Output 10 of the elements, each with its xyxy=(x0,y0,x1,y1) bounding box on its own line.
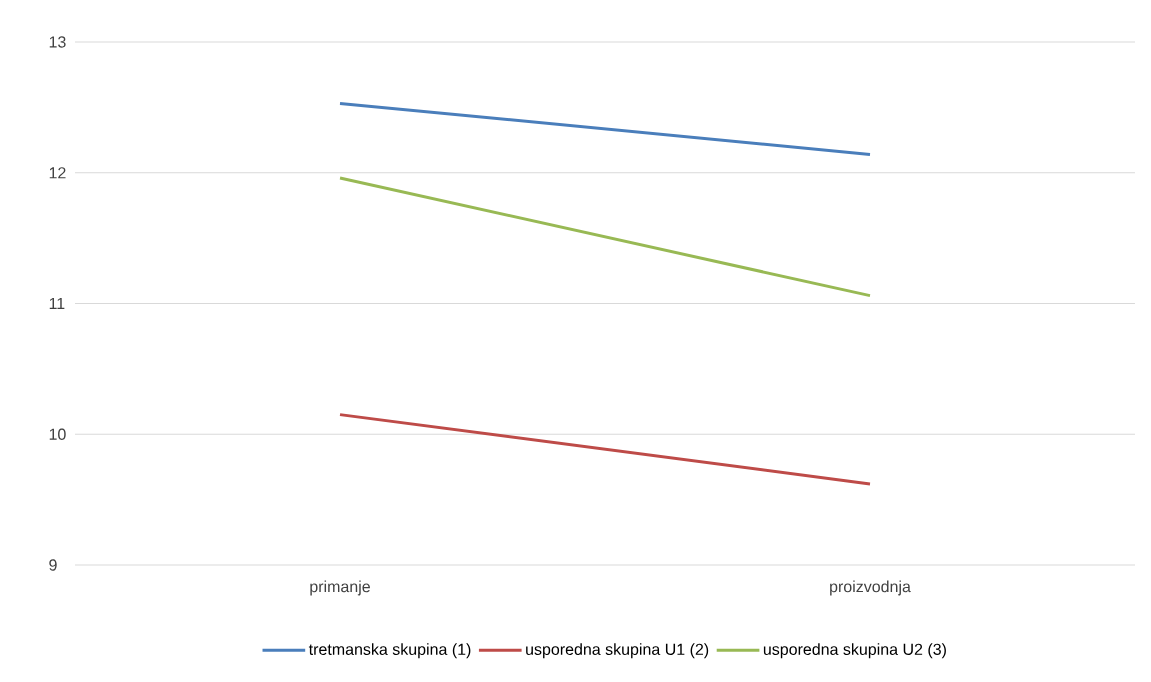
y-tick-label: 11 xyxy=(49,297,65,309)
legend-label: usporedna skupina U1 (2) xyxy=(526,643,709,659)
x-tick-label: proizvodnja xyxy=(830,580,911,596)
legend-label: tretmanska skupina (1) xyxy=(308,643,471,659)
y-tick-label: 10 xyxy=(49,428,66,440)
y-tick-label: 12 xyxy=(49,167,66,179)
y-tick-label: 9 xyxy=(49,559,57,571)
x-tick-label: primanje xyxy=(310,580,370,596)
legend-label: usporedna skupina U2 (3) xyxy=(763,643,946,659)
y-tick-label: 13 xyxy=(49,36,66,48)
